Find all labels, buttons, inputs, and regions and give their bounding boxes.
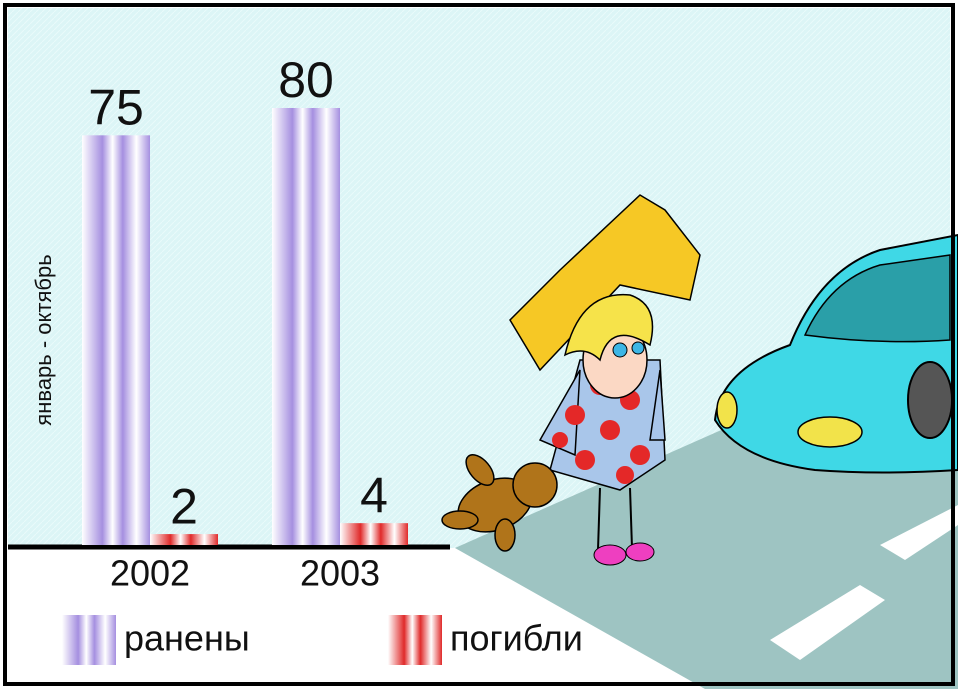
legend-swatch [62,615,116,665]
bar [272,108,340,545]
value-label: 75 [88,80,144,136]
bar [150,534,218,545]
value-label: 2 [170,478,198,534]
y-axis-label: январь - октябрь [31,254,56,425]
legend-label: погибли [450,618,583,659]
x-tick-label: 2003 [300,553,380,594]
value-label: 4 [360,467,388,523]
bar [340,523,408,545]
legend-swatch [388,615,442,665]
legend-label: ранены [124,618,250,659]
x-tick-label: 2002 [110,553,190,594]
bar [82,135,150,545]
chart: январь - октябрь 2002 75 2 2003 80 4 ранены пог… [0,0,958,689]
value-label: 80 [278,52,334,108]
